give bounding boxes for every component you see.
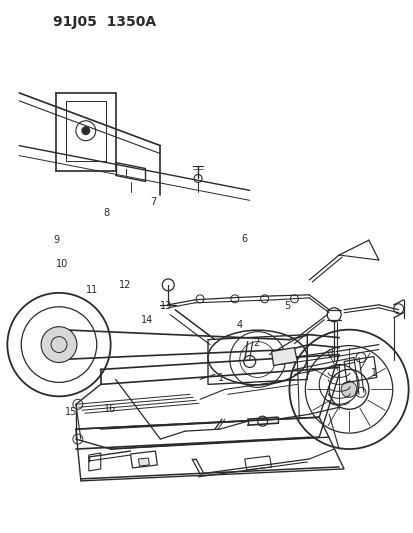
- Text: 91J05  1350A: 91J05 1350A: [53, 15, 156, 29]
- Text: 14: 14: [141, 314, 153, 325]
- Text: 6: 6: [240, 234, 247, 244]
- Text: 3: 3: [327, 349, 332, 359]
- Text: 4: 4: [236, 320, 242, 330]
- Text: 7: 7: [150, 197, 156, 207]
- Text: 12: 12: [118, 280, 131, 290]
- Circle shape: [340, 382, 356, 397]
- Polygon shape: [271, 348, 297, 366]
- Text: 10: 10: [56, 259, 68, 269]
- Text: 13: 13: [159, 301, 171, 311]
- Text: 11: 11: [85, 285, 98, 295]
- Circle shape: [41, 327, 77, 362]
- Text: 8: 8: [103, 208, 109, 219]
- Text: 2: 2: [253, 338, 259, 349]
- Polygon shape: [138, 458, 149, 466]
- Circle shape: [82, 127, 90, 135]
- Text: 16: 16: [104, 403, 116, 414]
- Text: 15: 15: [65, 407, 77, 417]
- Text: 1: 1: [370, 368, 376, 377]
- Text: 1: 1: [218, 373, 224, 383]
- Text: 5: 5: [283, 301, 290, 311]
- Text: 9: 9: [54, 235, 60, 245]
